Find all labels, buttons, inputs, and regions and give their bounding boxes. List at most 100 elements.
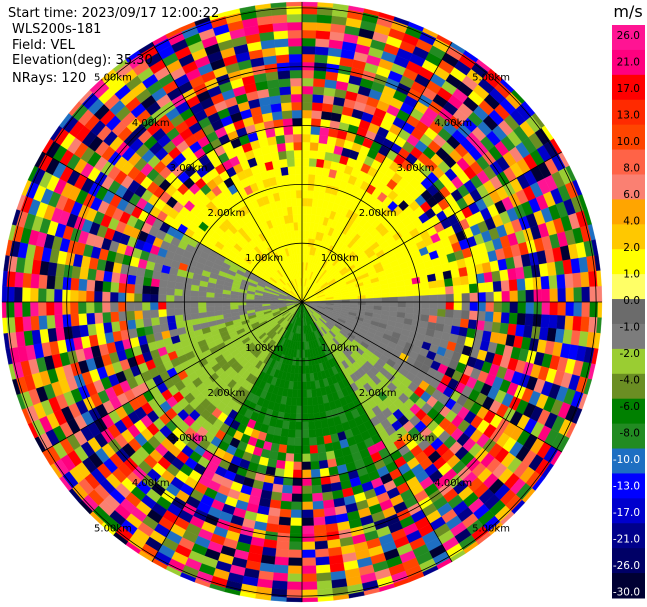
ppi-gate xyxy=(308,421,316,430)
ppi-gate xyxy=(524,277,534,291)
ppi-gate xyxy=(229,301,239,306)
ppi-gate xyxy=(500,312,510,324)
ppi-gate xyxy=(93,301,103,314)
ppi-gate xyxy=(94,322,105,335)
ppi-gate xyxy=(292,477,303,487)
ppi-gate xyxy=(270,588,288,598)
ppi-gate xyxy=(309,150,319,159)
ppi-gate xyxy=(314,420,323,430)
colorbar-swatch xyxy=(612,323,645,350)
ppi-gate xyxy=(190,307,199,314)
colorbar-tick-label: -1.0 xyxy=(620,322,641,334)
ppi-gate xyxy=(109,301,119,313)
ppi-gate xyxy=(436,279,446,288)
ppi-gate xyxy=(301,237,306,247)
ppi-gate xyxy=(469,301,479,312)
ppi-gate xyxy=(285,142,295,151)
ppi-gate xyxy=(70,277,80,291)
ppi-gate xyxy=(451,317,462,328)
ppi-gate xyxy=(500,280,510,292)
ppi-gate xyxy=(297,373,303,383)
ppi-gate xyxy=(301,149,311,159)
ppi-gate xyxy=(316,150,326,160)
ppi-gate xyxy=(278,444,288,454)
ppi-gate xyxy=(301,421,309,431)
ppi-gate xyxy=(141,301,151,311)
ppi-gate xyxy=(321,102,334,113)
azimuth-line xyxy=(301,301,453,563)
ppi-gate xyxy=(274,556,289,566)
ppi-gate xyxy=(317,451,328,462)
ppi-gate xyxy=(484,281,494,293)
ppi-gate xyxy=(53,301,63,316)
ppi-gate xyxy=(310,126,321,136)
ppi-gate xyxy=(450,268,461,279)
ppi-gate xyxy=(301,133,311,143)
ppi-gate xyxy=(45,288,55,303)
ppi-gate xyxy=(281,174,290,184)
ppi-gate xyxy=(295,421,303,431)
colorbar-tick-label: -30.0 xyxy=(613,587,640,599)
ppi-gate xyxy=(301,557,316,567)
colorbar-swatch xyxy=(612,274,645,300)
colorbar-tick-label: 13.0 xyxy=(617,110,640,122)
ppi-gate xyxy=(293,149,303,159)
azimuth-line xyxy=(301,151,563,303)
colorbar-swatch xyxy=(612,548,645,574)
ppi-gate xyxy=(322,94,335,105)
ppi-gate xyxy=(301,461,311,471)
ppi-gate xyxy=(174,288,183,296)
colorbar-title: m/s xyxy=(613,2,642,21)
ppi-gate xyxy=(37,288,47,303)
ppi-gate xyxy=(286,589,303,599)
ppi-gate xyxy=(277,70,291,80)
ppi-gate xyxy=(301,517,314,527)
colorbar-tick-label: -13.0 xyxy=(613,481,640,493)
ppi-gate xyxy=(213,301,223,307)
ppi-gate xyxy=(281,484,293,494)
ppi-gate xyxy=(197,296,207,303)
ppi-gate xyxy=(289,525,303,535)
ppi-gate xyxy=(286,581,303,591)
colorbar-swatch xyxy=(612,573,645,599)
ppi-gate xyxy=(287,166,296,175)
ppi-gate xyxy=(93,290,103,303)
colorbar-swatch xyxy=(612,149,645,175)
ppi-gate xyxy=(499,269,510,282)
ppi-gate xyxy=(288,549,303,559)
ppi-gate xyxy=(13,286,23,303)
ppi-gate xyxy=(6,316,16,334)
colorbar-tick-label: 8.0 xyxy=(623,163,640,175)
ppi-gate xyxy=(499,322,510,335)
ppi-gate xyxy=(461,301,471,311)
ppi-gate xyxy=(301,501,314,511)
range-ring-label: 5.00km xyxy=(472,523,510,534)
ppi-gate xyxy=(308,158,318,167)
ppi-gate xyxy=(317,142,328,153)
ppi-gate xyxy=(297,381,303,391)
ppi-gate xyxy=(507,268,517,281)
ppi-gate xyxy=(275,459,286,470)
ppi-gate xyxy=(285,150,295,159)
ppi-gate xyxy=(158,286,167,296)
ppi-gate xyxy=(309,453,319,462)
ppi-gate xyxy=(117,301,127,312)
ppi-gate xyxy=(540,314,550,329)
ppi-gate xyxy=(274,467,285,478)
ppi-gate xyxy=(483,321,494,333)
ppi-gate xyxy=(298,245,303,255)
ppi-gate xyxy=(286,206,293,216)
ppi-gate xyxy=(133,301,143,311)
ppi-gate xyxy=(290,197,298,207)
ppi-gate xyxy=(182,313,192,321)
ppi-gate xyxy=(288,53,303,63)
ppi-gate xyxy=(87,268,97,281)
ppi-gate xyxy=(412,283,422,291)
range-ring-label: 1.00km xyxy=(321,343,359,354)
ppi-gate xyxy=(151,324,162,334)
ppi-gate xyxy=(373,293,383,299)
ppi-gate xyxy=(573,301,583,317)
ppi-gate xyxy=(517,301,527,314)
ppi-gate xyxy=(557,301,567,316)
ppi-gate xyxy=(484,311,494,323)
